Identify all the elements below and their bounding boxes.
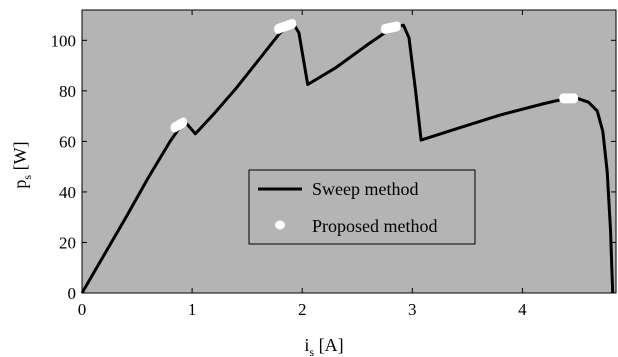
- x-label-sub: s: [309, 345, 314, 357]
- y-label-sub: s: [20, 175, 34, 180]
- proposed-marker-2-8: [392, 21, 401, 32]
- legend-label-proposed: Proposed method: [312, 216, 438, 236]
- x-tick-label-0: 0: [78, 300, 87, 319]
- y-axis-label: ps [W]: [10, 141, 34, 188]
- y-tick-label-0: 0: [68, 284, 77, 303]
- x-tick-label-1: 1: [188, 300, 197, 319]
- y-tick-label-4: 80: [59, 82, 76, 101]
- y-label-unit: [W]: [10, 141, 30, 174]
- y-tick-label-1: 20: [59, 233, 76, 252]
- proposed-marker-3-8: [570, 93, 579, 104]
- legend-box: [248, 169, 476, 245]
- x-label-main: i: [304, 335, 309, 355]
- x-tick-label-4: 4: [518, 300, 527, 319]
- x-tick-label-2: 2: [298, 300, 307, 319]
- y-label-main: p: [10, 180, 30, 189]
- proposed-marker-1-10: [288, 18, 297, 29]
- y-tick-label-2: 40: [59, 183, 76, 202]
- y-tick-label-5: 100: [51, 31, 77, 50]
- x-label-unit: [A]: [314, 335, 344, 355]
- legend-label-sweep: Sweep method: [312, 179, 418, 199]
- x-axis-label: is [A]: [304, 335, 343, 357]
- plot-background: [81, 9, 617, 294]
- proposed-marker-0-8: [179, 117, 188, 128]
- legend: Sweep method Proposed method: [248, 169, 476, 245]
- x-tick-label-3: 3: [408, 300, 417, 319]
- markers-layer: [170, 18, 579, 133]
- y-tick-label-3: 60: [59, 132, 76, 151]
- legend-marker-swatch: [275, 220, 285, 230]
